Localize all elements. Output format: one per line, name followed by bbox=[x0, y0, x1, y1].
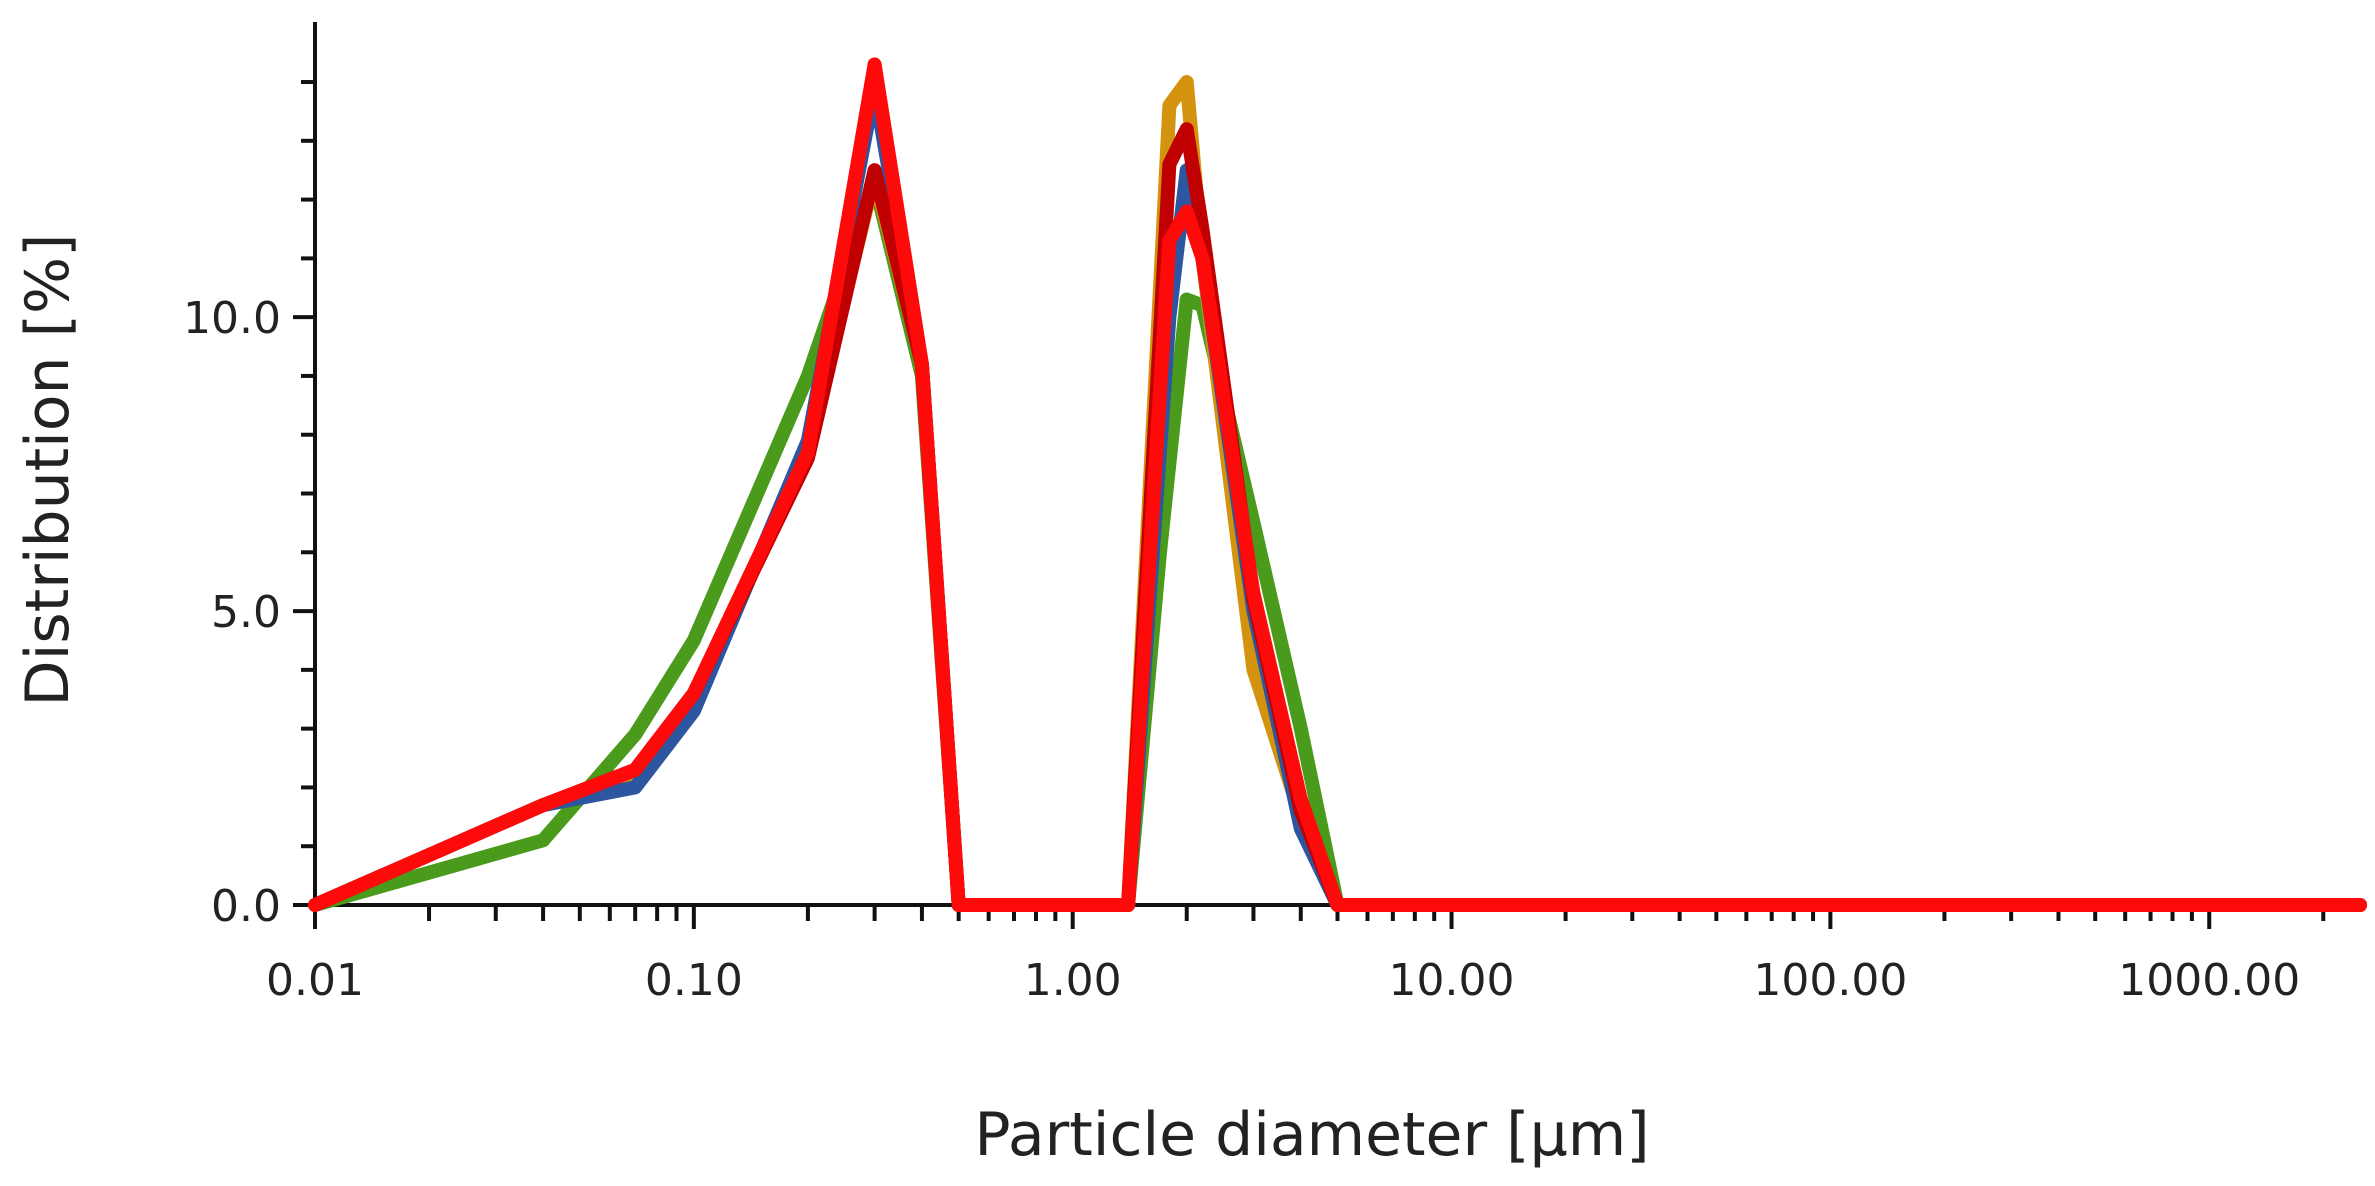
y-tick-label: 5.0 bbox=[211, 587, 281, 638]
x-tick-label: 1.00 bbox=[1024, 955, 1122, 1006]
y-tick-label: 0.0 bbox=[211, 881, 281, 932]
x-tick-label: 10.00 bbox=[1389, 955, 1515, 1006]
x-tick-label: 100.00 bbox=[1753, 955, 1907, 1006]
y-axis: 0.0 5.0 10.0 bbox=[183, 22, 317, 932]
x-axis: 0.01 0.10 1.00 10.00 100.00 1000.00 bbox=[266, 903, 2360, 1006]
y-tick-label: 10.0 bbox=[183, 293, 281, 344]
series-layer bbox=[308, 57, 2367, 912]
y-axis-label: Distribution [%] bbox=[13, 234, 83, 707]
x-tick-label: 0.01 bbox=[266, 955, 364, 1006]
x-tick-label: 1000.00 bbox=[2118, 955, 2300, 1006]
x-axis-label: Particle diameter [µm] bbox=[974, 1100, 1649, 1170]
series-line-5 bbox=[308, 57, 2367, 912]
x-tick-label: 0.10 bbox=[645, 955, 743, 1006]
